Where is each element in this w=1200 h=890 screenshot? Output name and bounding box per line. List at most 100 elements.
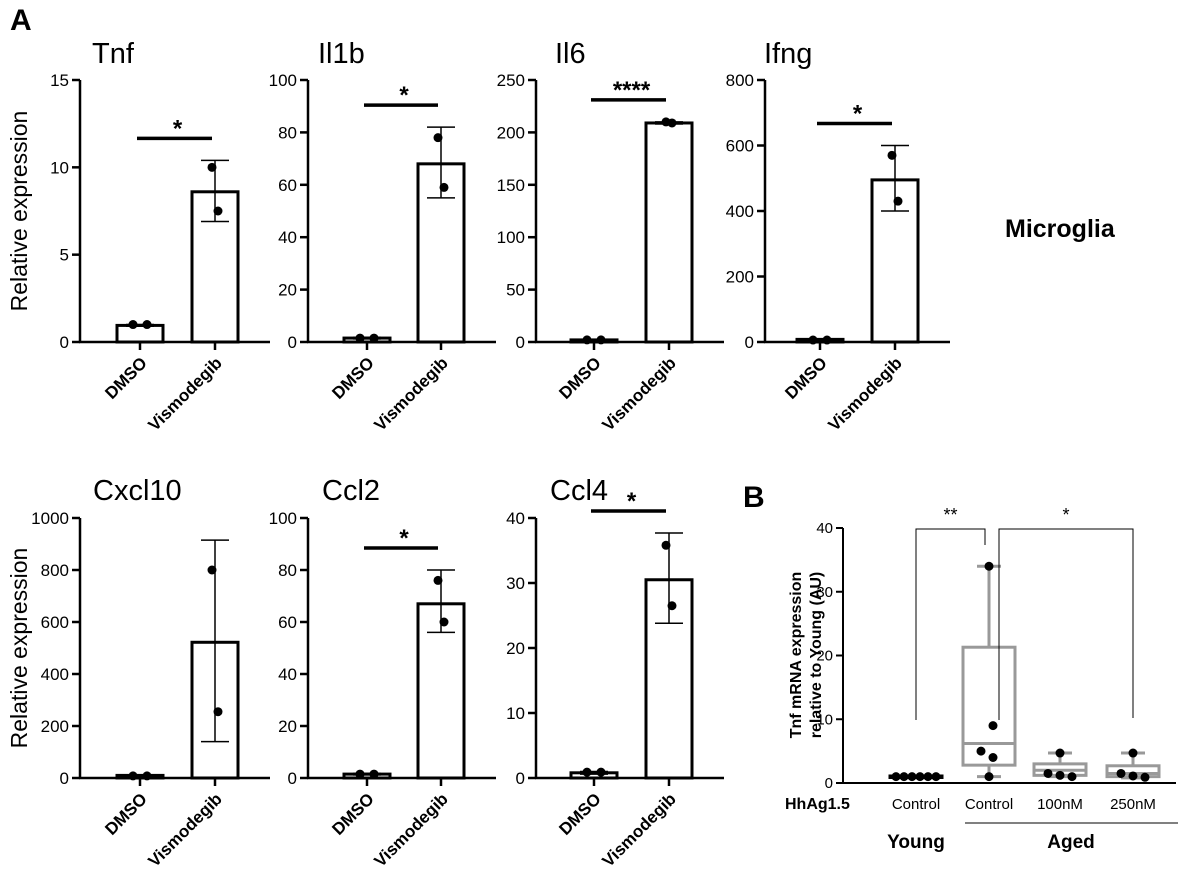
data-point [808,335,818,345]
y-tick-label: 0 [288,333,297,352]
y-tick-label: 15 [50,71,69,90]
panel-b-label: B [743,481,765,514]
data-point [128,320,138,330]
chart-tnf: Tnf Relative expression 0 5 10 15 DMSOVismodeg… [6,38,270,435]
chart-title: Ccl2 [322,475,380,507]
x-tick-label-dmso: DMSO [328,353,377,402]
y-tick-label: 30 [506,574,525,593]
y-axis-label-line: relative to Young (AU) [808,572,825,739]
chart-title: Tnf [92,38,135,70]
data-point [582,335,592,345]
panel-a-label: A [10,4,32,37]
data-point [661,117,671,127]
y-tick-label: 800 [41,561,69,580]
y-tick-label: 0 [60,333,69,352]
data-point [1067,772,1077,782]
x-tick-label: 100nM [1037,796,1083,813]
y-tick-label: 30 [816,584,833,601]
y-tick-label: 10 [506,704,525,723]
y-tick-label: 600 [726,137,754,156]
y-tick-label: 150 [497,176,525,195]
data-point [984,772,994,782]
y-tick-label: 20 [278,717,297,736]
y-tick-label: 0 [516,333,525,352]
data-point [931,772,941,782]
y-tick-label: 250 [497,71,525,90]
chart-title: Ccl4 [550,475,608,507]
group-label-young: Young [887,832,945,853]
y-tick-label: 800 [726,71,754,90]
y-tick-label: 10 [816,711,833,728]
y-tick-label: 100 [497,228,525,247]
x-tick-label-vismodegib: Vismodegib [598,789,679,870]
y-tick-label: 1000 [31,509,69,528]
chart-cxcl10: Cxcl10 Relative expression 0 200 400 600 800 10… [6,475,270,871]
x-tick-label: Control [892,796,940,813]
data-point [899,772,909,782]
y-tick-label: 100 [269,509,297,528]
data-point [142,320,152,330]
significance-label: * [399,82,409,109]
group-label-aged: Aged [1047,832,1095,853]
data-point [907,772,917,782]
y-tick-label: 20 [506,639,525,658]
x-tick-label-vismodegib: Vismodegib [824,353,905,434]
x-tick-label: Control [965,796,1013,813]
y-tick-label: 10 [50,158,69,177]
data-point [433,133,443,143]
x-tick-label-dmso: DMSO [781,353,830,402]
chart-title: Il1b [318,38,365,70]
data-point [142,771,152,781]
bar-vismodegib [644,121,694,344]
y-tick-label: 20 [278,281,297,300]
x-tick-label: 250nM [1110,796,1156,813]
x-tick-label-vismodegib: Vismodegib [144,789,225,870]
data-point [369,333,379,343]
data-point [923,772,933,782]
data-point [207,565,217,575]
data-point [439,617,449,627]
data-point [976,746,986,756]
y-tick-label: 0 [825,775,833,792]
y-tick-label: 200 [497,123,525,142]
y-tick-label: 200 [726,268,754,287]
x-tick-label-dmso: DMSO [101,353,150,402]
data-point [1128,771,1138,781]
data-point [661,540,671,550]
data-point [1055,748,1065,758]
y-tick-label: 600 [41,613,69,632]
y-tick-label: 80 [278,123,297,142]
y-tick-label: 40 [278,665,297,684]
x-tick-label-dmso: DMSO [101,789,150,838]
significance-label: * [853,101,863,128]
significance-label: **** [613,77,651,104]
data-point [988,753,998,762]
data-point [822,335,832,345]
x-tick-label-vismodegib: Vismodegib [370,353,451,434]
chart-title: Cxcl10 [93,475,182,507]
data-point [213,707,223,717]
data-point [984,561,994,571]
data-point [1043,768,1053,778]
y-tick-label: 80 [278,561,297,580]
significance-label: * [627,488,637,515]
y-axis-label: Relative expression [6,111,32,312]
data-point [1128,748,1138,758]
chart-box-plot: 0 10 20 30 40 Tnf mRNA expression relative to … [785,505,1178,853]
chart-title: Il6 [555,38,586,70]
y-tick-label: 0 [60,769,69,788]
x-tick-label-dmso: DMSO [328,789,377,838]
data-point [915,772,925,782]
x-tick-label-vismodegib: Vismodegib [144,353,225,434]
y-tick-label: 40 [816,520,833,537]
y-tick-label: 100 [269,71,297,90]
comparison-label: ** [943,505,957,525]
data-point [988,721,998,731]
significance-label: * [399,525,409,552]
data-point [355,333,365,343]
